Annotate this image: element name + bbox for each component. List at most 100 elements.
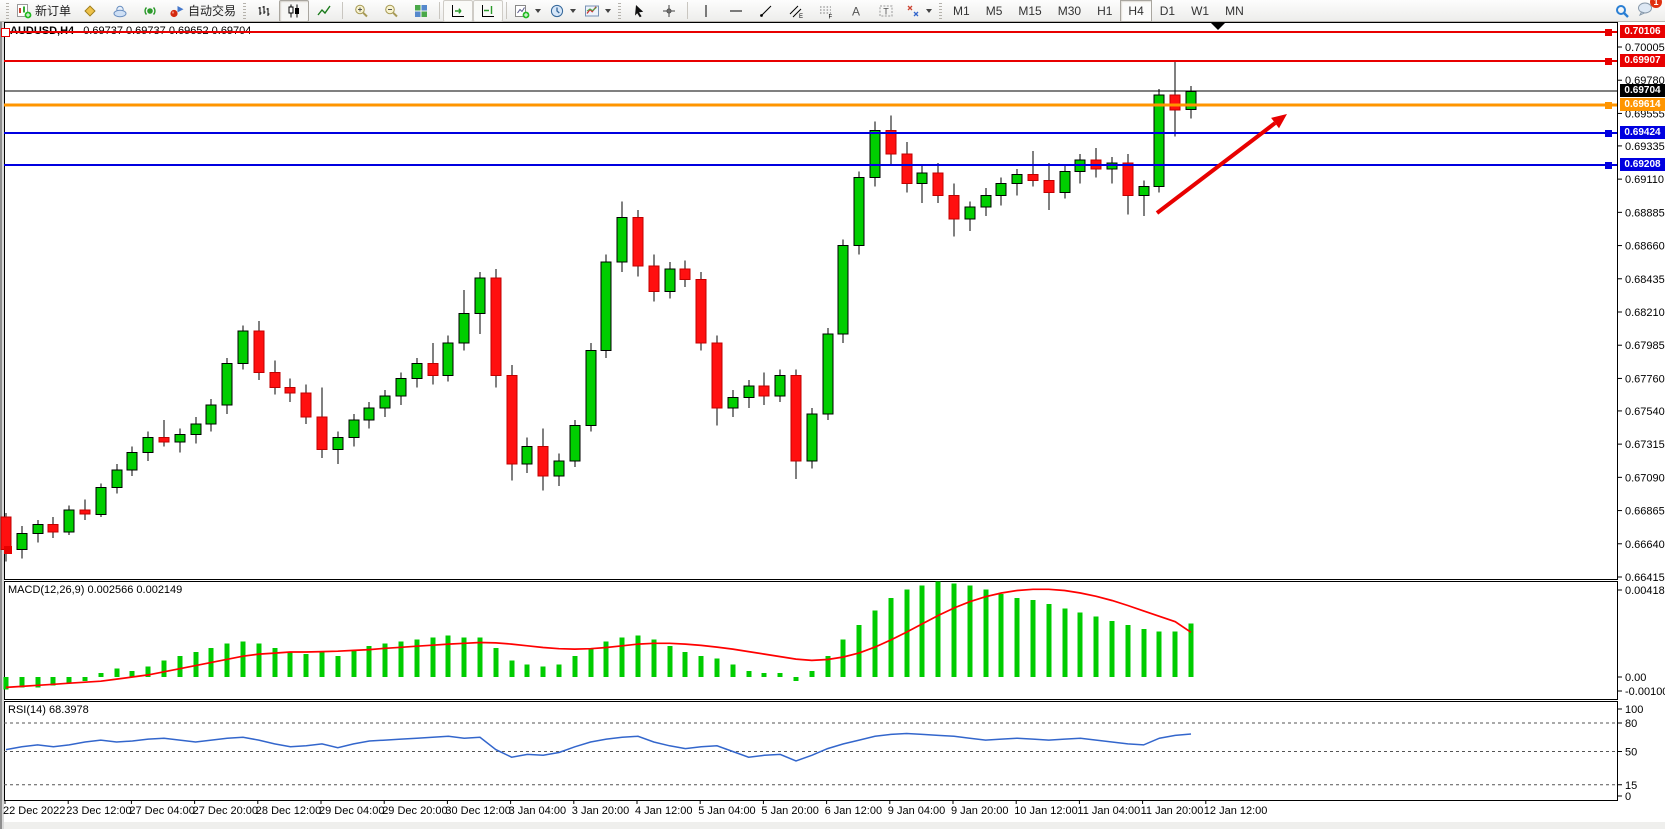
text-button[interactable]: A <box>841 0 871 22</box>
line-handle[interactable] <box>1 28 10 37</box>
trendline-button[interactable] <box>751 0 781 22</box>
svg-text:0.004184: 0.004184 <box>1625 585 1665 597</box>
main-chart-panel[interactable] <box>4 22 1618 580</box>
arrows-icon <box>907 5 919 16</box>
clock-icon <box>550 4 564 17</box>
chart-shift-icon <box>482 4 495 17</box>
toolbar-separator <box>687 2 689 19</box>
timeframe-w1[interactable]: W1 <box>1191 3 1210 18</box>
svg-text:0.69335: 0.69335 <box>1625 141 1665 153</box>
macd-indicator-label: MACD(12,26,9) 0.002566 0.002149 <box>8 584 183 596</box>
timeframe-m30[interactable]: M30 <box>1057 3 1082 18</box>
yellow-charts-icon <box>84 4 96 17</box>
chat-bubble-icon <box>1638 2 1652 17</box>
arrows-button[interactable] <box>901 0 936 22</box>
line-chart-button[interactable] <box>309 0 339 22</box>
publish-button[interactable] <box>105 0 135 22</box>
charts-window-button[interactable] <box>75 0 105 22</box>
line-handle[interactable] <box>4 546 12 554</box>
svg-text:80: 80 <box>1625 718 1637 730</box>
svg-text:0.68435: 0.68435 <box>1625 274 1665 286</box>
equidistant-channel-button[interactable]: E <box>781 0 811 22</box>
svg-text:15: 15 <box>1625 780 1637 792</box>
window-bottom-edge <box>0 822 1665 829</box>
timeframe-h1[interactable]: H1 <box>1097 3 1113 18</box>
signals-button[interactable] <box>135 0 165 22</box>
toolbar-grip[interactable] <box>939 2 943 19</box>
svg-text:0.67985: 0.67985 <box>1625 340 1665 352</box>
timeframe-m15[interactable]: M15 <box>1018 3 1042 18</box>
svg-text:0.00: 0.00 <box>1625 672 1646 684</box>
macd-panel[interactable] <box>4 581 1618 700</box>
crosshair-icon <box>663 4 676 17</box>
cursor-button[interactable] <box>624 0 654 22</box>
templates-button[interactable] <box>580 0 615 22</box>
timeframe-m5[interactable]: M5 <box>985 3 1003 18</box>
zoom-out-icon <box>385 4 398 17</box>
new-chart-button[interactable] <box>510 0 545 22</box>
window-left-edge <box>0 22 4 829</box>
text-label-button[interactable]: T <box>871 0 901 22</box>
timeframe-h4[interactable]: H4 <box>1120 0 1152 22</box>
svg-text:0.70005: 0.70005 <box>1625 42 1665 54</box>
price-badge: 0.69614 <box>1620 98 1665 111</box>
auto-scroll-button[interactable] <box>443 0 474 22</box>
svg-text:0.66415: 0.66415 <box>1625 572 1665 584</box>
timeframe-d1[interactable]: D1 <box>1159 3 1176 18</box>
trendline-icon <box>760 5 772 17</box>
svg-text:0.67760: 0.67760 <box>1625 373 1665 385</box>
text-icon: A <box>852 4 860 18</box>
price-badge: 0.69907 <box>1620 54 1665 67</box>
chart-title: AUDUSD,H4 0.69737 0.69737 0.69652 0.69704 <box>10 25 251 37</box>
rsi-panel[interactable] <box>4 701 1618 801</box>
svg-text:0.66640: 0.66640 <box>1625 539 1665 551</box>
zoom-out-button[interactable] <box>376 0 406 22</box>
toolbar-grip[interactable] <box>618 2 622 19</box>
timeframe-m1[interactable]: M1 <box>953 3 970 18</box>
svg-text:0.68660: 0.68660 <box>1625 241 1665 253</box>
zoom-in-icon <box>355 4 368 17</box>
new-order-icon <box>17 3 32 18</box>
timeframe-group: M1 M5 M15 M30 H1 H4 D1 W1 MN <box>945 0 1252 22</box>
search-icon[interactable] <box>1614 3 1630 19</box>
time-axis[interactable] <box>4 801 1665 822</box>
svg-text:T: T <box>883 6 889 16</box>
periods-button[interactable] <box>545 0 580 22</box>
tile-windows-button[interactable] <box>406 0 436 22</box>
equidistant-channel-icon: E <box>789 5 803 19</box>
toolbar-grip[interactable] <box>243 2 247 19</box>
fibonacci-button[interactable]: F <box>811 0 841 22</box>
price-badge: 0.70106 <box>1620 25 1665 38</box>
toolbar-grip[interactable] <box>6 2 9 19</box>
toolbar-right: 1 <box>1614 0 1662 21</box>
horizontal-line-icon <box>730 10 743 11</box>
candlestick-chart-icon <box>288 4 300 17</box>
chart-shift-button[interactable] <box>473 0 504 22</box>
auto-trading-label: 自动交易 <box>188 4 237 18</box>
timeframe-mn[interactable]: MN <box>1225 3 1244 18</box>
crosshair-button[interactable] <box>654 0 684 22</box>
text-label-icon: T <box>879 5 893 16</box>
fibonacci-icon: F <box>820 6 833 19</box>
tile-windows-icon <box>415 4 428 17</box>
signal-icon <box>144 6 156 15</box>
toolbar-separator <box>342 2 344 19</box>
toolbar-separator <box>506 2 508 19</box>
svg-text:F: F <box>829 14 833 19</box>
new-order-button[interactable]: 新订单 <box>12 0 75 22</box>
zoom-in-button[interactable] <box>346 0 376 22</box>
candlestick-chart-button[interactable] <box>279 0 310 22</box>
svg-text:-0.001009: -0.001009 <box>1625 686 1665 698</box>
notifications-button[interactable]: 1 <box>1636 0 1662 21</box>
svg-text:100: 100 <box>1625 704 1643 716</box>
rsi-indicator-label: RSI(14) 68.3978 <box>8 704 89 716</box>
vertical-line-button[interactable] <box>691 0 721 22</box>
horizontal-line-button[interactable] <box>721 0 751 22</box>
svg-text:0.67540: 0.67540 <box>1625 406 1665 418</box>
cloud-icon <box>113 5 127 17</box>
auto-trading-button[interactable]: 自动交易 <box>165 0 240 22</box>
toolbar-separator <box>439 2 441 19</box>
line-chart-icon <box>317 5 331 15</box>
bar-chart-button[interactable] <box>249 0 279 22</box>
